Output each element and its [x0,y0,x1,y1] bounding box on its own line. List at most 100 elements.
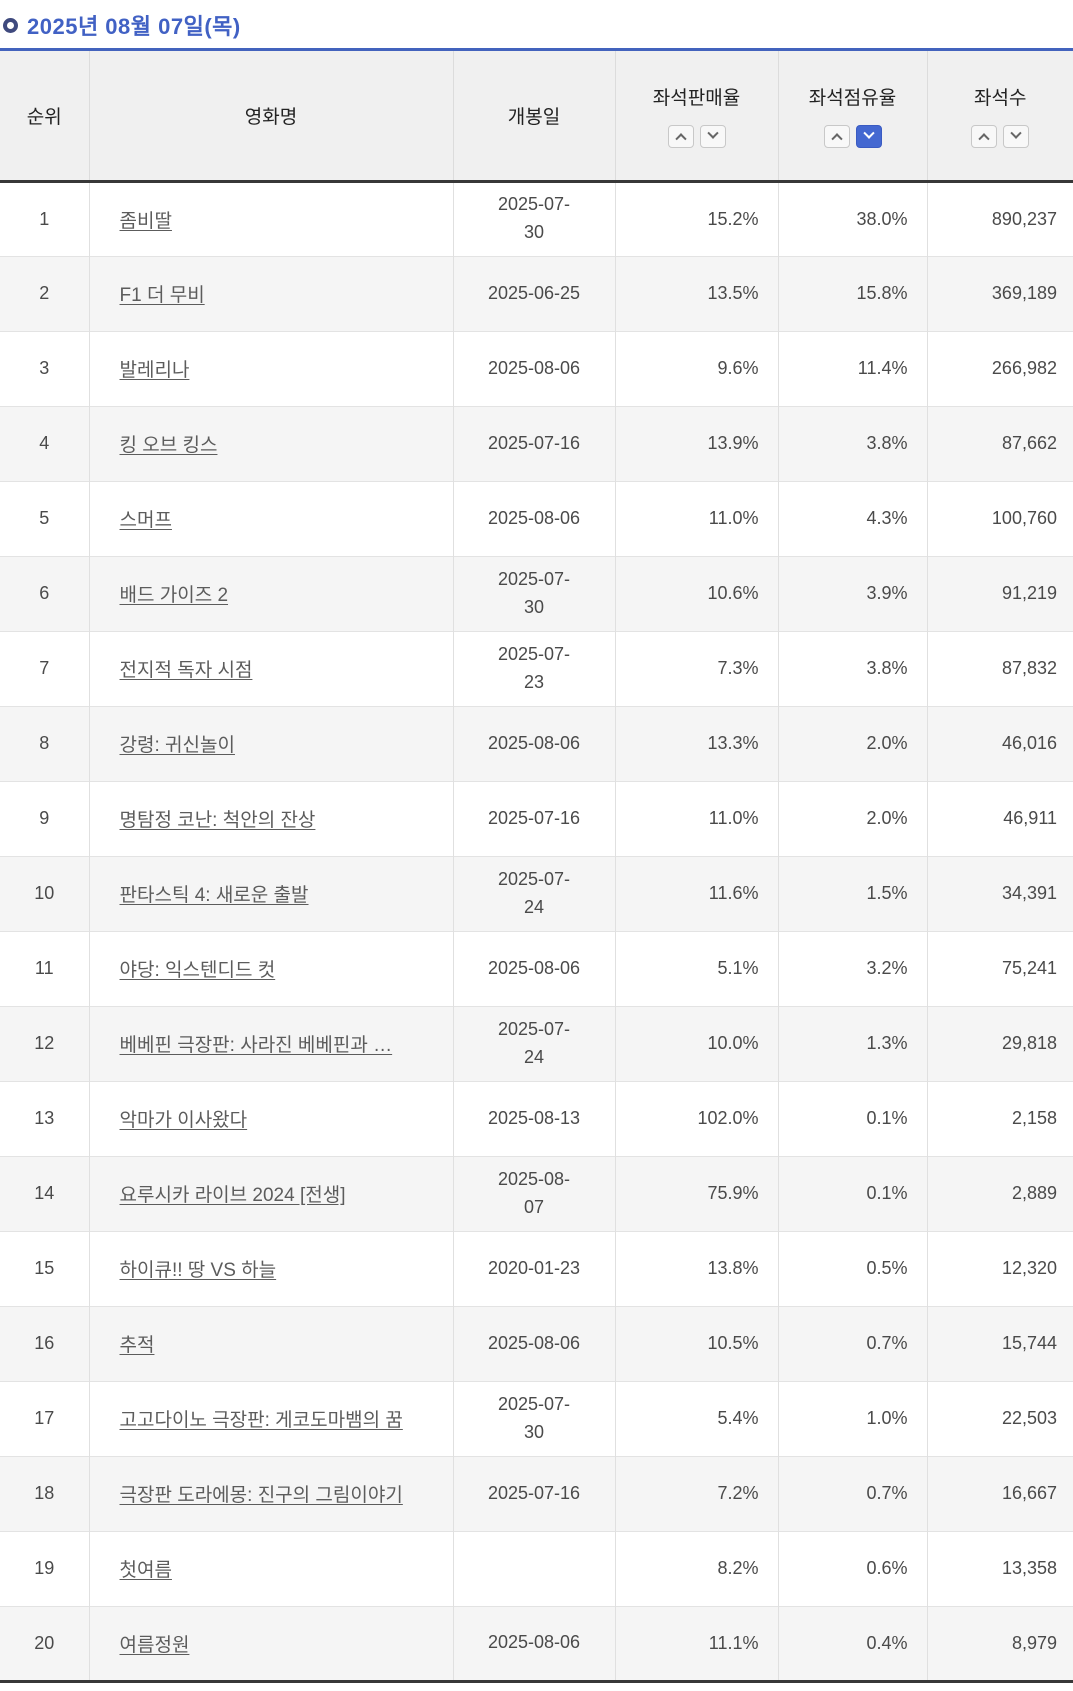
chevron-up-icon [674,133,687,145]
seat-count-cell: 22,503 [926,1380,1073,1456]
release-date-cell: 2025-08- 07 [452,1155,615,1231]
movie-link[interactable]: 명탐정 코난: 척안의 잔상 [119,810,316,831]
release-date-cell: 2025-08-06 [452,330,615,406]
release-date-cell [452,1530,615,1606]
table-row: 13 악마가 이사왔다 2025-08-13 102.0% 0.1% 2,158 [0,1080,1073,1156]
seat-sales-rate-cell: 10.6% [614,555,778,631]
movie-link[interactable]: 극장판 도라에몽: 진구의 그림이야기 [119,1485,403,1506]
seat-count-cell: 8,979 [926,1605,1073,1681]
movie-link[interactable]: 악마가 이사왔다 [119,1110,248,1131]
seat-share-cell: 0.1% [777,1155,927,1231]
movie-link[interactable]: 킹 오브 킹스 [119,435,218,456]
release-date-cell: 2025-08-06 [452,930,615,1006]
seat-share-cell: 0.6% [777,1530,927,1606]
movie-link[interactable]: 베베핀 극장판: 사라진 베베핀과 … [119,1035,393,1056]
rank-cell: 11 [0,930,89,1006]
movie-link[interactable]: 여름정원 [119,1634,190,1656]
movie-cell: 추적 [88,1305,453,1381]
rank-cell: 1 [0,180,89,256]
page-title: 2025년 08월 07일(목) [0,0,1073,51]
rank-cell: 14 [0,1155,89,1231]
release-date-cell: 2025-08-06 [452,480,615,556]
sort-share-asc-button[interactable] [823,124,850,148]
movie-link[interactable]: 판타스틱 4: 새로운 출발 [119,885,309,906]
movie-link[interactable]: 첫여름 [119,1560,172,1581]
movie-link[interactable]: 전지적 독자 시점 [119,660,253,681]
movie-link[interactable]: 발레리나 [119,360,190,381]
rank-cell: 17 [0,1380,89,1456]
header-seat-count-label: 좌석수 [974,87,1027,109]
sort-seats-asc-button[interactable] [971,124,998,148]
table-row: 6 배드 가이즈 2 2025-07- 30 10.6% 3.9% 91,219 [0,555,1073,631]
header-date: 개봉일 [452,51,615,183]
header-rank: 순위 [0,51,89,183]
seat-count-cell: 91,219 [926,555,1073,631]
header-seat-sales-rate: 좌석판매율 [614,51,778,183]
header-seat-share: 좌석점유율 [777,51,927,183]
seat-count-cell: 12,320 [926,1230,1073,1306]
seat-sales-rate-cell: 102.0% [614,1080,778,1156]
movie-cell: F1 더 무비 [88,255,453,331]
seat-count-cell: 266,982 [926,330,1073,406]
table-body: 1 좀비딸 2025-07- 30 15.2% 38.0% 890,237 2 F… [0,180,1073,1681]
sort-seats-desc-button[interactable] [1003,124,1030,148]
movie-link[interactable]: 배드 가이즈 2 [119,585,229,606]
release-date-cell: 2025-07-16 [452,780,615,856]
seat-sales-rate-cell: 10.0% [614,1005,778,1081]
seat-share-cell: 38.0% [777,180,927,256]
movie-cell: 베베핀 극장판: 사라진 베베핀과 … [88,1005,453,1081]
seat-count-cell: 369,189 [926,255,1073,331]
table-row: 20 여름정원 2025-08-06 11.1% 0.4% 8,979 [0,1605,1073,1681]
movie-link[interactable]: 강령: 귀신놀이 [119,735,235,756]
seat-sales-rate-cell: 11.6% [614,855,778,931]
date-title-text: 2025년 08월 07일(목) [27,14,241,39]
seat-count-cell: 2,889 [926,1155,1073,1231]
seat-count-cell: 87,662 [926,405,1073,481]
rank-cell: 9 [0,780,89,856]
seat-share-cell: 1.5% [777,855,927,931]
seat-count-cell: 34,391 [926,855,1073,931]
seat-share-cell: 3.9% [777,555,927,631]
sort-sales-desc-button[interactable] [699,124,726,148]
rank-cell: 5 [0,480,89,556]
release-date-cell: 2025-08-06 [452,1605,615,1681]
table-row: 7 전지적 독자 시점 2025-07- 23 7.3% 3.8% 87,832 [0,630,1073,706]
seat-sales-rate-cell: 13.9% [614,405,778,481]
movie-link[interactable]: 요루시카 라이브 2024 [전생] [119,1185,346,1206]
rank-cell: 4 [0,405,89,481]
movie-cell: 요루시카 라이브 2024 [전생] [88,1155,453,1231]
seat-sales-rate-cell: 8.2% [614,1530,778,1606]
seat-count-cell: 2,158 [926,1080,1073,1156]
rank-cell: 10 [0,855,89,931]
table-header-row: 순위 영화명 개봉일 좌석판매율 [0,51,1073,183]
movie-link[interactable]: F1 더 무비 [119,285,205,306]
movie-link[interactable]: 고고다이노 극장판: 게코도마뱀의 꿈 [119,1410,403,1431]
release-date-cell: 2025-08-13 [452,1080,615,1156]
sort-sales-asc-button[interactable] [667,124,694,148]
sort-share-desc-button[interactable] [855,124,882,148]
movie-link[interactable]: 야당: 익스텐디드 컷 [119,960,276,981]
movie-link[interactable]: 추적 [119,1335,155,1356]
header-seat-sales-rate-label: 좌석판매율 [652,87,741,109]
seat-count-cell: 890,237 [926,180,1073,256]
table-row: 17 고고다이노 극장판: 게코도마뱀의 꿈 2025-07- 30 5.4% 1… [0,1380,1073,1456]
movie-cell: 좀비딸 [88,180,453,256]
movie-link[interactable]: 하이큐!! 땅 VS 하늘 [119,1260,277,1281]
seat-share-cell: 3.8% [777,405,927,481]
header-seat-count: 좌석수 [926,51,1073,183]
rank-cell: 15 [0,1230,89,1306]
seat-sales-rate-cell: 5.4% [614,1380,778,1456]
seat-sales-rate-cell: 15.2% [614,180,778,256]
header-rank-label: 순위 [26,106,62,128]
movie-cell: 발레리나 [88,330,453,406]
header-movie: 영화명 [88,51,453,183]
rank-cell: 13 [0,1080,89,1156]
release-date-cell: 2025-08-06 [452,1305,615,1381]
movie-link[interactable]: 좀비딸 [119,210,172,232]
rank-cell: 8 [0,705,89,781]
seat-sales-rate-cell: 10.5% [614,1305,778,1381]
rank-cell: 7 [0,630,89,706]
movie-link[interactable]: 스머프 [119,510,172,531]
seat-sales-rate-cell: 13.5% [614,255,778,331]
rank-cell: 12 [0,1005,89,1081]
